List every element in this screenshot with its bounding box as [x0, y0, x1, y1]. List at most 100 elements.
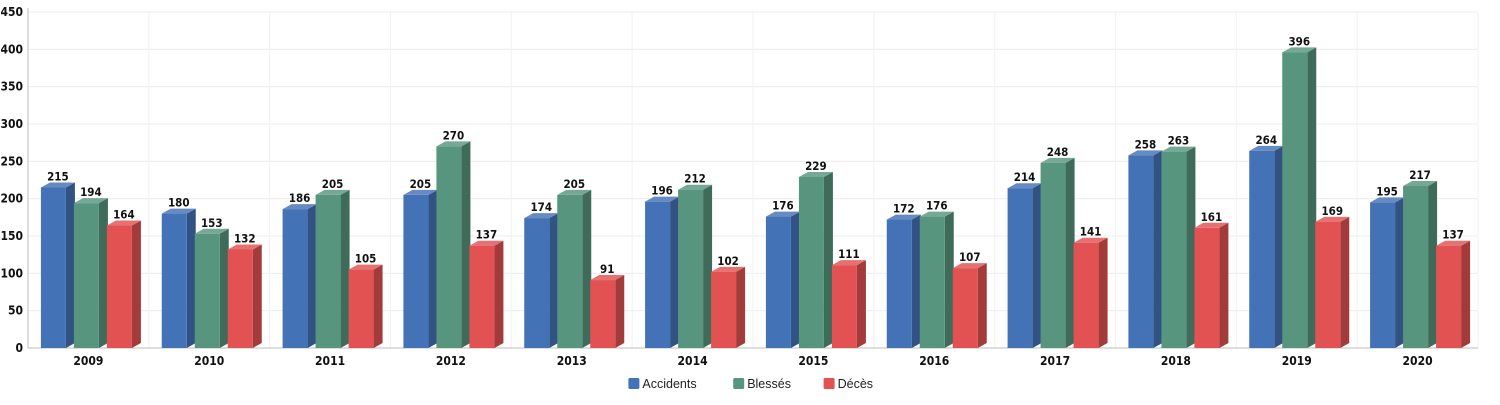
bar-side	[1065, 157, 1075, 348]
bar-accidents-2015	[765, 211, 800, 348]
x-tick-label: 2016	[919, 354, 949, 368]
data-label: 195	[1376, 184, 1398, 198]
bar-front	[403, 194, 429, 348]
bar-side	[1461, 240, 1471, 348]
data-label: 396	[1288, 34, 1310, 48]
bar-top	[678, 184, 713, 190]
bar-front	[1436, 245, 1462, 348]
x-tick-label: 2009	[73, 354, 103, 368]
bar-top	[40, 182, 75, 188]
bar-top	[919, 211, 954, 217]
bar-top	[1436, 240, 1471, 246]
bar-accidents-2019	[1249, 145, 1284, 348]
bar-front	[161, 213, 187, 348]
bar-accidents-2017	[1007, 183, 1042, 348]
bar-top	[886, 214, 921, 220]
bar-side	[790, 211, 800, 348]
bar-accidents-2012	[403, 189, 438, 348]
data-label: 161	[1201, 210, 1223, 224]
bar-deces-2012	[469, 240, 504, 348]
bar-top	[1282, 47, 1317, 53]
bar-top	[590, 275, 625, 281]
bar-side	[1307, 47, 1317, 348]
bar-blesses-2017	[1040, 157, 1075, 348]
data-label: 174	[530, 200, 552, 214]
bar-top	[282, 204, 317, 210]
legend-label: Décès	[838, 377, 873, 391]
bar-top	[1161, 146, 1196, 152]
bar-blesses-2015	[798, 172, 833, 348]
bar-side	[582, 189, 592, 348]
bar-top	[1073, 237, 1108, 243]
bar-front	[1249, 150, 1275, 348]
legend-swatch	[823, 378, 835, 389]
bar-front	[1073, 242, 1099, 348]
bar-top	[952, 263, 987, 269]
bar-accidents-2014	[645, 196, 680, 348]
bar-side	[98, 198, 108, 348]
x-tick-label: 2015	[798, 354, 828, 368]
data-label: 270	[443, 128, 465, 142]
y-tick-label: 50	[8, 304, 23, 318]
bar-front	[1194, 227, 1220, 348]
bar-top	[436, 141, 471, 147]
data-label: 172	[893, 202, 915, 216]
bar-side	[1153, 150, 1163, 348]
bar-top	[524, 213, 559, 219]
bars	[40, 47, 1471, 348]
bar-deces-2020	[1436, 240, 1471, 348]
bar-front	[831, 265, 857, 348]
y-tick-label: 450	[0, 5, 23, 19]
bar-blesses-2019	[1282, 47, 1317, 348]
bar-side	[1186, 146, 1196, 348]
bar-front	[1282, 52, 1308, 348]
bar-blesses-2012	[436, 141, 471, 348]
bar-blesses-2016	[919, 211, 954, 348]
bar-deces-2018	[1194, 222, 1229, 348]
bar-side	[1098, 237, 1108, 348]
bar-accidents-2013	[524, 213, 559, 348]
legend-item-2[interactable]: Décès	[823, 377, 873, 391]
bar-front	[886, 219, 912, 348]
bar-front	[282, 209, 308, 348]
y-tick-label: 250	[0, 154, 23, 168]
bar-side	[186, 208, 196, 348]
bar-top	[1403, 180, 1438, 186]
bar-blesses-2013	[557, 189, 592, 348]
y-tick-label: 0	[15, 341, 23, 355]
data-label: 107	[959, 250, 981, 264]
legend-item-1[interactable]: Blessés	[733, 377, 791, 391]
bar-front	[952, 268, 978, 348]
bar-top	[1249, 145, 1284, 151]
data-label: 215	[47, 169, 69, 183]
bar-accidents-2016	[886, 214, 921, 348]
bar-front	[106, 225, 132, 348]
data-label: 186	[289, 191, 311, 205]
bar-blesses-2009	[73, 198, 108, 348]
data-label: 205	[563, 177, 585, 191]
data-label: 180	[168, 196, 190, 210]
data-label: 176	[926, 199, 948, 213]
bar-front	[1128, 155, 1154, 348]
data-label: 141	[1080, 225, 1102, 239]
x-tick-label: 2010	[194, 354, 224, 368]
bar-top	[348, 264, 383, 270]
bar-front	[919, 216, 945, 348]
data-label: 137	[476, 228, 498, 242]
bar-side	[977, 263, 987, 348]
y-tick-label: 300	[0, 117, 23, 131]
bar-side	[549, 213, 559, 348]
data-label: 194	[80, 185, 102, 199]
bar-side	[307, 204, 317, 348]
data-label: 176	[772, 199, 794, 213]
legend-item-0[interactable]: Accidents	[628, 377, 697, 391]
x-tick-label: 2012	[436, 354, 466, 368]
x-tick-label: 2011	[315, 354, 345, 368]
x-tick-label: 2020	[1403, 354, 1433, 368]
bar-deces-2009	[106, 220, 141, 348]
bar-side	[373, 264, 383, 348]
bar-side	[1395, 197, 1405, 348]
bar-side	[494, 240, 504, 348]
bar-side	[615, 275, 625, 348]
bar-top	[831, 260, 866, 266]
